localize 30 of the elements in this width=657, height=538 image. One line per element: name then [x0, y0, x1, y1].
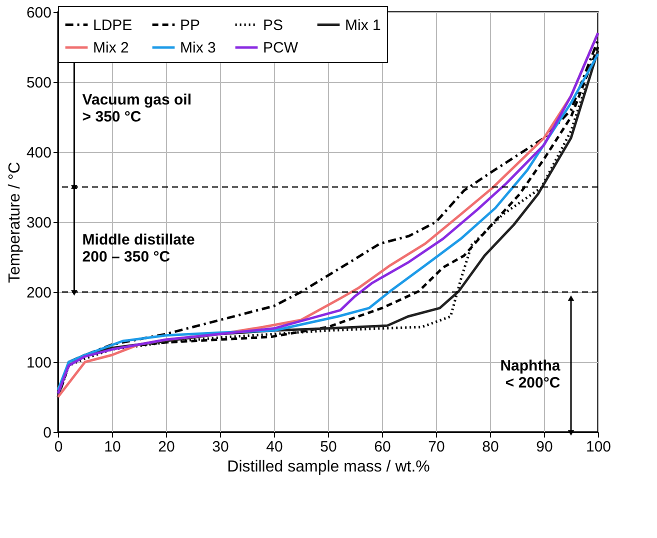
legend-label: PP — [180, 16, 200, 34]
y-tick-label: 400 — [26, 144, 52, 162]
x-tick-label: 10 — [104, 438, 121, 456]
y-tick-label: 300 — [26, 214, 52, 232]
x-tick-label: 80 — [482, 438, 499, 456]
y-tick-label: 200 — [26, 284, 52, 302]
x-tick-label: 50 — [320, 438, 337, 456]
y-tick-label: 100 — [26, 354, 52, 372]
annotation: Vacuum gas oil > 350 °C — [82, 92, 192, 126]
x-tick-label: 70 — [428, 438, 445, 456]
x-tick-label: 30 — [212, 438, 229, 456]
legend-label: Mix 1 — [345, 16, 381, 34]
y-tick-label: 600 — [26, 4, 52, 22]
y-axis-title: Temperature / °C — [6, 162, 24, 284]
x-tick-label: 90 — [536, 438, 553, 456]
x-tick-label: 100 — [586, 438, 612, 456]
x-tick-label: 60 — [374, 438, 391, 456]
legend-label: Mix 3 — [180, 40, 216, 56]
y-tick-label: 0 — [43, 424, 52, 442]
annotation: Naphtha < 200°C — [500, 358, 561, 392]
legend-label: Mix 2 — [93, 40, 129, 56]
legend-label: PS — [263, 16, 284, 34]
x-axis-title: Distilled sample mass / wt.% — [227, 458, 430, 476]
legend-label: PCW — [263, 40, 299, 56]
x-tick-label: 40 — [266, 438, 283, 456]
y-tick-label: 500 — [26, 74, 52, 92]
legend-label: LDPE — [93, 16, 132, 34]
x-tick-label: 0 — [54, 438, 63, 456]
x-tick-label: 20 — [158, 438, 175, 456]
annotation: Middle distillate 200 – 350 °C — [82, 232, 195, 266]
